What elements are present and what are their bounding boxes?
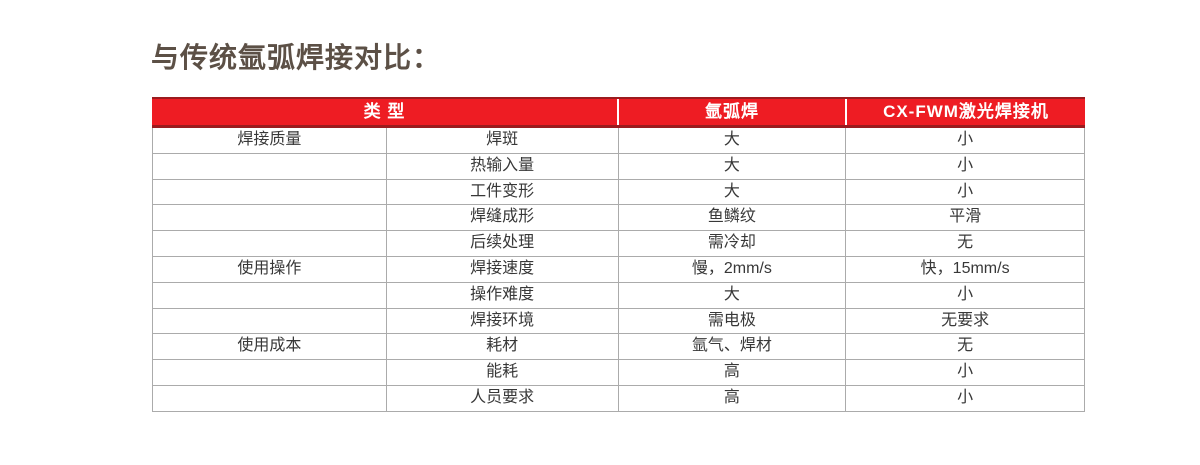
- item-cell: 焊接环境: [385, 308, 618, 334]
- argon-value-cell: 需冷却: [617, 231, 846, 256]
- item-cell: 焊缝成形: [385, 205, 618, 231]
- table-row: 使用成本 耗材 氩气、焊材 无: [153, 334, 1084, 361]
- argon-value-cell: 大: [617, 153, 846, 179]
- item-cell: 工件变形: [385, 179, 618, 205]
- table-row: 后续处理 需冷却 无: [153, 231, 1084, 257]
- table-body: 焊接质量 焊斑 大 小 热输入量 大 小 工件变形 大 小 焊缝成形 鱼鳞纹 平…: [152, 128, 1085, 412]
- table-row: 热输入量 大 小: [153, 153, 1084, 180]
- argon-value-cell: 鱼鳞纹: [617, 205, 846, 231]
- category-cell: [153, 154, 386, 179]
- table-row: 操作难度 大 小: [153, 282, 1084, 309]
- category-cell: [153, 231, 386, 256]
- laser-value-cell: 无: [845, 334, 1084, 360]
- argon-value-cell: 大: [617, 128, 846, 153]
- item-cell: 人员要求: [385, 385, 618, 411]
- item-cell: 焊斑: [385, 128, 618, 153]
- laser-value-cell: 小: [845, 385, 1084, 411]
- category-cell: 焊接质量: [237, 131, 302, 148]
- table-row: 工件变形 大 小: [153, 179, 1084, 206]
- table-row: 能耗 高 小: [153, 360, 1084, 386]
- laser-value-cell: 小: [845, 282, 1084, 308]
- table-row: 焊接质量 焊斑 大 小: [153, 128, 1084, 154]
- header-argon-welding-cell: 氩弧焊: [617, 99, 845, 125]
- item-cell: 操作难度: [385, 282, 618, 308]
- category-cell: [153, 360, 386, 385]
- header-type-cell: 类 型: [363, 102, 406, 121]
- category-cell: 使用成本: [237, 337, 302, 355]
- table-row: 人员要求 高 小: [153, 385, 1084, 412]
- argon-value-cell: 大: [617, 179, 846, 205]
- table-row: 焊缝成形 鱼鳞纹 平滑: [153, 205, 1084, 232]
- category-cell: 使用操作: [237, 259, 302, 277]
- laser-value-cell: 快，15mm/s: [845, 256, 1084, 282]
- argon-value-cell: 氩气、焊材: [617, 334, 846, 360]
- page-title: 与传统氩弧焊接对比：: [151, 42, 442, 73]
- laser-value-cell: 小: [845, 360, 1084, 385]
- item-cell: 焊接速度: [385, 256, 618, 282]
- category-cell: [153, 309, 386, 334]
- argon-value-cell: 大: [617, 282, 846, 308]
- table-row: 焊接环境 需电极 无要求: [153, 308, 1084, 335]
- argon-value-cell: 需电极: [617, 308, 846, 334]
- category-cell: [153, 180, 386, 205]
- item-cell: 后续处理: [385, 231, 618, 256]
- item-cell: 耗材: [385, 334, 618, 360]
- laser-value-cell: 小: [845, 128, 1084, 153]
- laser-value-cell: 无: [845, 231, 1084, 256]
- laser-value-cell: 无要求: [845, 308, 1084, 334]
- item-cell: 能耗: [385, 360, 618, 385]
- argon-value-cell: 慢，2mm/s: [617, 256, 846, 282]
- header-laser-machine-cell: CX-FWM激光焊接机: [845, 99, 1085, 125]
- category-cell: [153, 283, 386, 308]
- category-cell: [153, 205, 386, 230]
- laser-value-cell: 小: [845, 179, 1084, 205]
- category-cell: [153, 386, 386, 411]
- laser-value-cell: 平滑: [845, 205, 1084, 231]
- item-cell: 热输入量: [385, 153, 618, 179]
- argon-value-cell: 高: [617, 360, 846, 385]
- table-row: 使用操作 焊接速度 慢，2mm/s 快，15mm/s: [153, 256, 1084, 283]
- argon-value-cell: 高: [617, 385, 846, 411]
- table-header-row: 类 型 氩弧焊 CX-FWM激光焊接机: [152, 97, 1085, 128]
- laser-value-cell: 小: [845, 153, 1084, 179]
- comparison-table: 类 型 氩弧焊 CX-FWM激光焊接机 焊接质量 焊斑 大 小 热输入量 大 小…: [152, 97, 1085, 412]
